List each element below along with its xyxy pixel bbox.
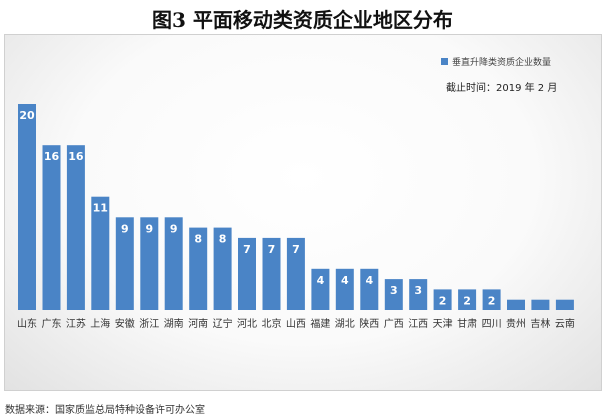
bar-山西 [286,237,305,310]
bar-浙江 [140,217,159,310]
bar-贵州 [507,299,525,310]
category-label-浙江: 浙江 [139,318,159,330]
category-label-辽宁: 辽宁 [213,317,233,330]
bar-甘肃 [458,289,477,310]
category-label-陕西: 陕西 [359,317,379,330]
category-label-广东: 广东 [42,317,62,330]
category-label-江西: 江西 [408,318,428,330]
date-annotation: 截止时间：2019 年 2 月 [446,83,558,94]
bar-安徽 [115,217,134,310]
data-label-天津: 2 [439,294,447,307]
bar-云南 [555,299,574,310]
data-label-福建: 4 [317,274,325,287]
data-label-山西: 7 [292,243,300,256]
data-label-江苏: 16 [68,150,84,163]
category-label-四川: 四川 [482,319,502,330]
bar-广西 [384,279,403,310]
chart-title: 图3 平面移动类资质企业地区分布 [152,8,453,32]
data-label-广东: 16 [44,150,60,163]
data-label-河南: 8 [194,233,202,246]
bar-辽宁 [213,227,232,310]
bar-河北 [238,237,256,310]
data-label-辽宁: 8 [219,233,227,246]
category-label-山西: 山西 [286,318,306,330]
category-label-湖北: 湖北 [335,318,355,330]
category-label-贵州: 贵州 [506,317,526,330]
bar-上海 [91,196,110,310]
bar-湖北 [335,268,354,310]
category-label-云南: 云南 [555,317,575,330]
category-label-山东: 山东 [17,317,37,330]
data-label-安徽: 9 [121,222,129,235]
data-label-上海: 11 [93,202,108,215]
bar-天津 [433,289,452,310]
category-label-湖南: 湖南 [164,317,184,330]
bar-江西 [409,279,428,310]
legend: 垂直升降类资质企业数量 [441,55,551,68]
category-label-广西: 广西 [384,318,404,330]
category-label-江苏: 江苏 [66,317,86,330]
data-label-广西: 3 [390,284,398,297]
category-label-吉林: 吉林 [530,317,550,330]
bar-陕西 [360,268,379,310]
category-label-安徽: 安徽 [115,317,135,330]
bar-山东 [18,104,36,310]
data-label-浙江: 9 [145,222,153,235]
data-label-甘肃: 2 [463,294,471,307]
data-label-江西: 3 [414,284,422,297]
data-label-湖南: 9 [170,222,178,235]
category-label-甘肃: 甘肃 [457,317,477,330]
legend-swatch [441,58,448,65]
bar-四川 [482,289,501,310]
data-label-四川: 2 [488,294,496,307]
bar-福建 [311,268,330,310]
source-note: 数据来源：国家质监总局特种设备许可办公室 [5,405,205,416]
category-label-天津: 天津 [433,318,453,330]
data-label-陕西: 4 [365,274,373,287]
category-label-福建: 福建 [310,317,330,330]
bar-吉林 [531,299,550,310]
category-label-北京: 北京 [262,317,282,330]
data-label-河北: 7 [243,243,251,256]
category-label-河北: 河北 [237,318,257,330]
bar-江苏 [66,145,85,310]
category-label-河南: 河南 [188,317,208,330]
data-label-湖北: 4 [341,274,349,287]
legend-label: 垂直升降类资质企业数量 [452,58,552,68]
bar-广东 [42,145,61,310]
category-label-上海: 上海 [90,317,110,330]
bar-湖南 [164,217,183,310]
data-label-山东: 20 [19,109,35,122]
data-label-北京: 7 [268,243,276,256]
bar-北京 [262,237,281,310]
bar-河南 [189,227,208,310]
